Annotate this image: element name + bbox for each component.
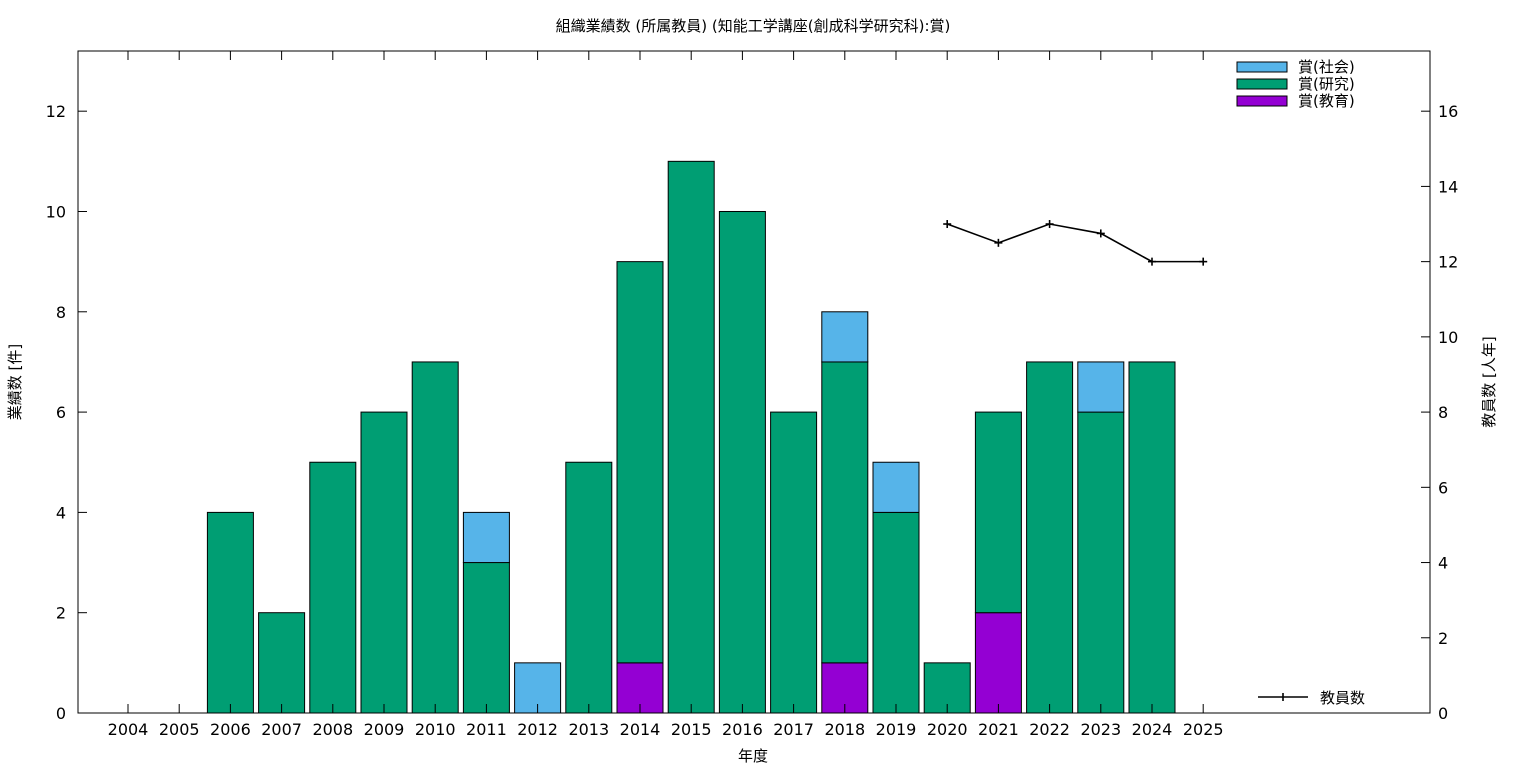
y2-tick-label-8: 8 [1438,403,1448,422]
y-axis-title: 業績数 [件] [6,344,24,420]
x-tick-label-2022: 2022 [1029,720,1070,739]
faculty-point-2022 [1045,220,1054,229]
x-tick-label-2014: 2014 [620,720,661,739]
y2-tick-label-14: 14 [1438,177,1458,196]
bar-2021-series-1 [974,411,1022,614]
x-tick-label-2016: 2016 [722,720,763,739]
faculty-point-2021 [994,238,1003,247]
bar-2014-series-1 [616,261,664,664]
bar-2013-series-1 [565,461,613,714]
x-tick-label-2023: 2023 [1080,720,1121,739]
bar-2008-series-1 [309,461,357,714]
legend-label-1: 賞(研究) [1298,75,1355,93]
bar-2023-series-2 [1077,361,1125,413]
y-tick-label-4: 4 [56,503,66,522]
x-tick-label-2021: 2021 [978,720,1019,739]
y2-tick-label-4: 4 [1438,554,1448,573]
y2-axis-title: 教員数 [人年] [1480,336,1498,427]
bar-2019-series-1 [872,511,920,714]
y-tick-label-6: 6 [56,403,66,422]
x-tick-label-2012: 2012 [517,720,558,739]
x-tick-label-2018: 2018 [824,720,865,739]
faculty-point-2025 [1199,257,1208,266]
y-tick-label-0: 0 [56,704,66,723]
legend-swatch-0 [1236,95,1288,107]
faculty-point-2024 [1148,257,1156,266]
chart-title: 組織業績数 (所属教員) (知能工学講座(創成科学研究科):賞) [556,17,951,35]
bar-2017-series-1 [770,411,818,714]
x-tick-label-2009: 2009 [364,720,405,739]
x-tick-label-2024: 2024 [1132,720,1173,739]
bar-2009-series-1 [360,411,408,714]
x-axis-title: 年度 [738,747,768,765]
bars-layer [206,160,1176,714]
x-tick-label-2004: 2004 [108,720,149,739]
bar-2016-series-1 [718,210,766,714]
faculty-point-2020 [943,220,952,229]
bar-2022-series-1 [1026,361,1074,714]
bar-2024-series-1 [1128,361,1176,714]
bar-2015-series-1 [667,160,715,714]
bar-2011-series-1 [462,562,510,714]
bar-2021-series-0 [974,612,1022,714]
y-tick-label-2: 2 [56,604,66,623]
bar-2007-series-1 [258,612,306,714]
x-tick-label-2019: 2019 [876,720,917,739]
x-tick-label-2008: 2008 [312,720,353,739]
y2-tick-label-2: 2 [1438,629,1448,648]
bar-2010-series-1 [411,361,459,714]
x-tick-label-2020: 2020 [927,720,968,739]
x-tick-label-2006: 2006 [210,720,251,739]
legend: 賞(社会)賞(研究)賞(教育) 教員数 [1236,58,1365,707]
y2-tick-label-12: 12 [1438,253,1458,272]
x-tick-label-2007: 2007 [261,720,302,739]
x-tick-label-2005: 2005 [159,720,200,739]
y-tick-label-10: 10 [46,202,66,221]
y-tick-label-8: 8 [56,303,66,322]
legend-swatch-1 [1236,78,1288,90]
legend-label-faculty: 教員数 [1320,689,1365,707]
x-tick-label-2010: 2010 [415,720,456,739]
x-tick-label-2025: 2025 [1183,720,1224,739]
y-tick-label-12: 12 [46,102,66,121]
legend-label-0: 賞(教育) [1298,92,1355,110]
bar-2011-series-2 [462,511,510,564]
faculty-count-line [946,223,1204,263]
y2-tick-label-16: 16 [1438,102,1458,121]
y2-tick-label-0: 0 [1438,704,1448,723]
x-tick-label-2011: 2011 [466,720,507,739]
line-layer [943,220,1208,266]
bar-2006-series-1 [206,511,254,714]
legend-swatch-2 [1236,61,1288,73]
bar-2018-series-1 [821,361,869,664]
ticks-layer: 0 2 4 6 8 10 12 0 2 4 6 8 10 12 14 16 2004 2005 2006 2007 20… [46,51,1458,739]
plot-frame [77,50,1431,714]
x-tick-label-2013: 2013 [568,720,609,739]
bar-2018-series-2 [821,311,869,363]
bar-2019-series-2 [872,461,920,513]
legend-label-2: 賞(社会) [1298,58,1355,76]
x-tick-label-2017: 2017 [773,720,814,739]
y2-tick-label-10: 10 [1438,328,1458,347]
y2-tick-label-6: 6 [1438,478,1448,497]
faculty-point-2023 [1096,229,1105,238]
x-tick-label-2015: 2015 [671,720,712,739]
bar-2023-series-1 [1077,411,1125,714]
